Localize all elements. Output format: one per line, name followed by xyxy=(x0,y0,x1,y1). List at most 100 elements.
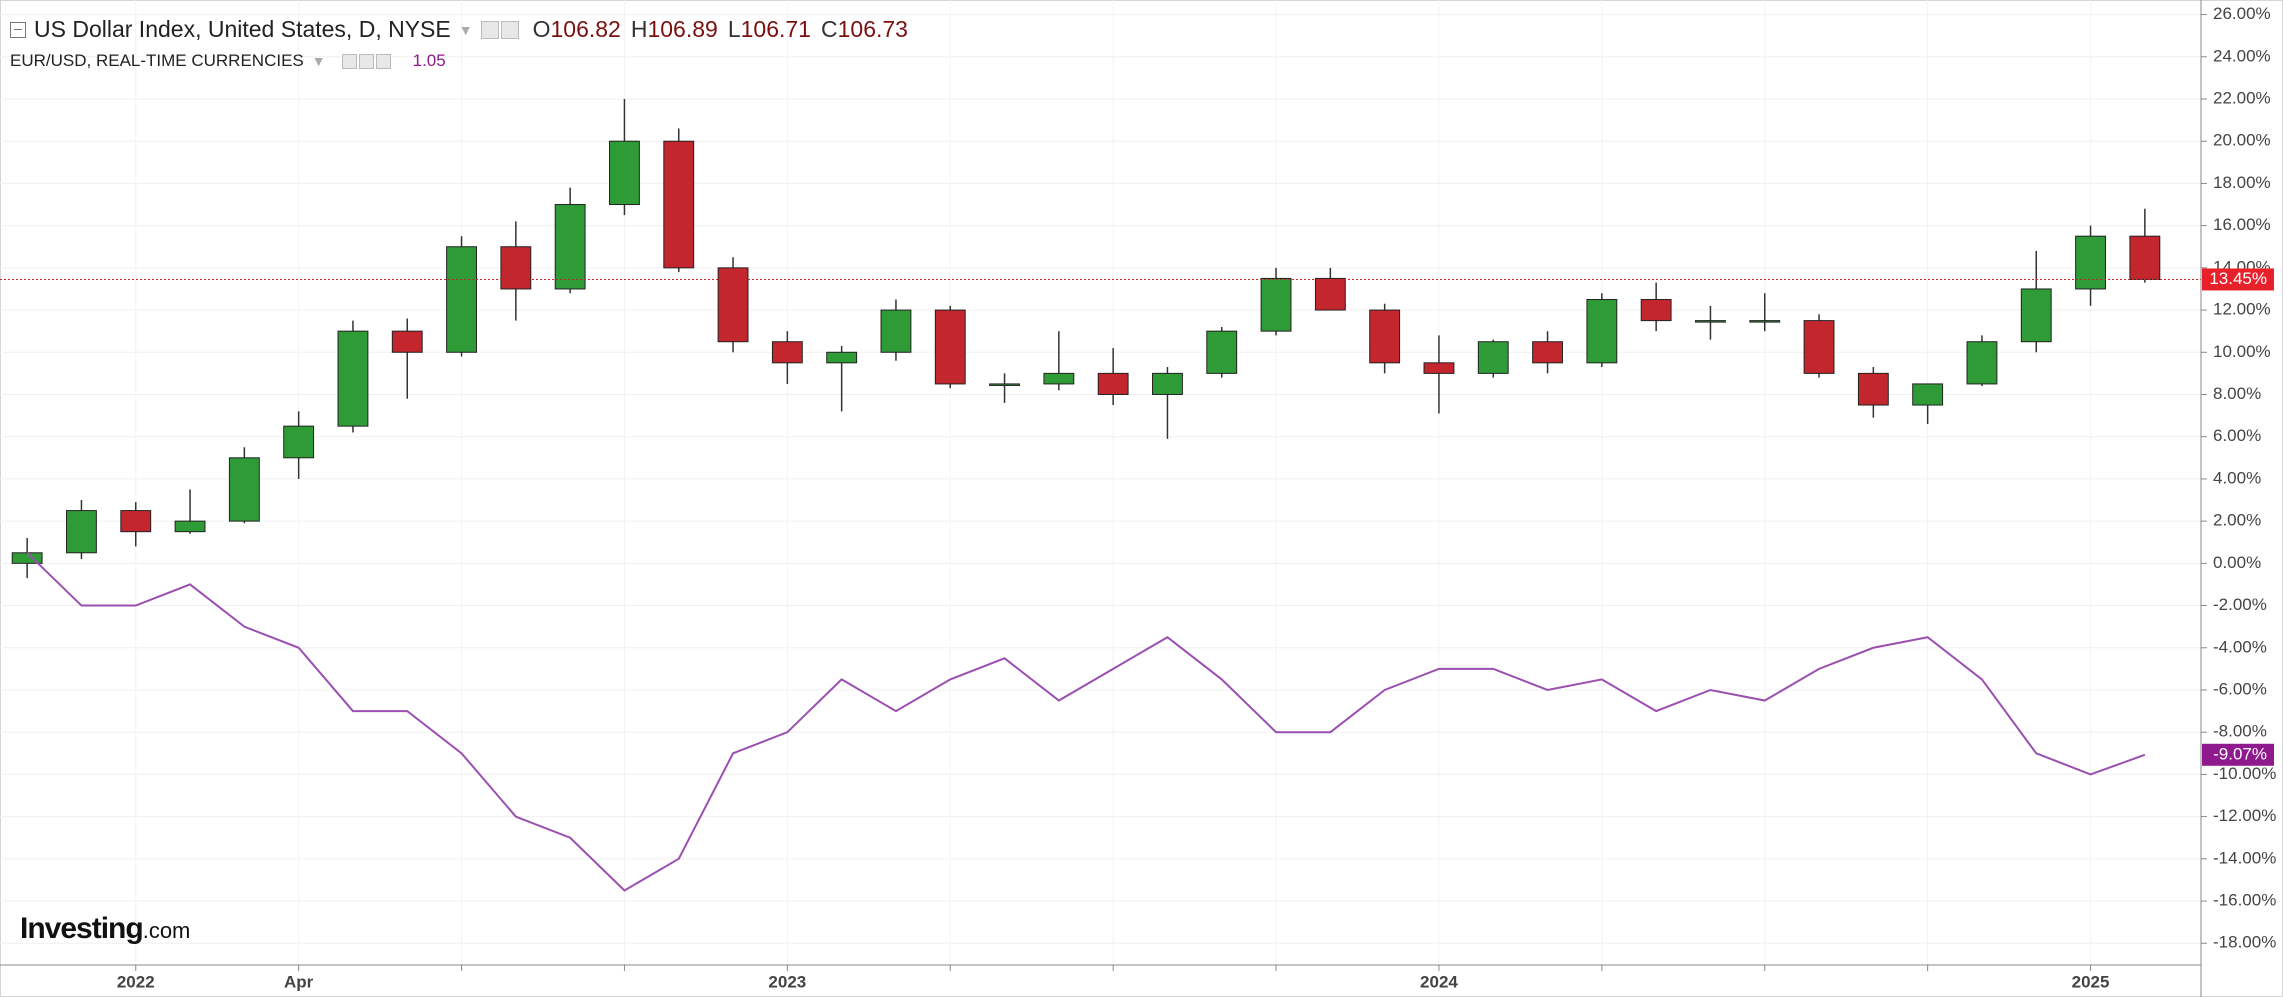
y-tick-label: 6.00% xyxy=(2213,426,2261,445)
candle-body xyxy=(1314,277,1346,311)
y-tick-label: -14.00% xyxy=(2213,848,2276,867)
close-icon[interactable] xyxy=(375,53,391,69)
settings-icon[interactable] xyxy=(500,20,519,39)
ohlc-item: H106.89 xyxy=(631,16,718,43)
y-tick-label: -10.00% xyxy=(2213,764,2276,783)
plot xyxy=(0,98,2201,892)
caret[interactable]: ▼ xyxy=(458,21,473,38)
candle-body xyxy=(609,140,640,206)
candle-body xyxy=(1857,372,1889,406)
price: 1.05 xyxy=(412,51,446,70)
candle-body xyxy=(174,520,206,533)
candle-body xyxy=(337,330,369,427)
y-tick-label: -16.00% xyxy=(2213,891,2276,910)
candle-body xyxy=(826,351,858,364)
y-tick-label: -8.00% xyxy=(2213,722,2267,741)
last-price-box xyxy=(2202,268,2274,291)
candle-body xyxy=(1695,320,1726,323)
y-tick-label: -12.00% xyxy=(2213,806,2276,825)
x-tick-label: 2025 xyxy=(2072,972,2110,991)
y-tick-label: -6.00% xyxy=(2213,679,2267,698)
candle-body xyxy=(1749,320,1781,323)
series-name: EUR/USD, REAL-TIME CURRENCIES xyxy=(10,51,304,70)
candle-body xyxy=(1152,372,1183,395)
ohlc-letter: O xyxy=(532,16,551,42)
candle-body xyxy=(446,246,477,353)
y-tick-label: 20.00% xyxy=(2213,131,2271,150)
candle-body xyxy=(1097,372,1129,395)
compare-last-label: -9.07% xyxy=(2213,744,2267,763)
candle-body xyxy=(717,267,749,343)
x-tick-label: 2023 xyxy=(768,972,806,991)
candle-body xyxy=(2020,288,2052,343)
candle-body xyxy=(771,341,803,364)
y-tick-label: -2.00% xyxy=(2213,595,2267,614)
candle-body xyxy=(1912,383,1944,406)
ohlc-value: 106.71 xyxy=(740,16,811,42)
watermark: Investing.com xyxy=(20,912,190,946)
caret[interactable]: ▼ xyxy=(311,53,326,69)
watermark-brand: Investing xyxy=(20,912,144,945)
candle-body xyxy=(663,140,695,269)
eye-icon[interactable] xyxy=(480,20,499,39)
x-tick-label: 2022 xyxy=(117,972,155,991)
candle-body xyxy=(1369,309,1401,364)
candle-body xyxy=(228,457,260,522)
watermark-suffix: .com xyxy=(142,918,191,943)
candle-body xyxy=(880,309,912,353)
y-tick-label: 24.00% xyxy=(2213,46,2271,65)
ohlc: O106.82 H106.89 L106.71 C106.73 xyxy=(533,16,908,43)
grid xyxy=(0,0,2201,965)
compare-last-box xyxy=(2202,743,2274,766)
candle-body xyxy=(1206,330,1238,374)
eye-icon[interactable] xyxy=(341,53,357,69)
y-tick-label: 18.00% xyxy=(2213,173,2271,192)
ohlc-letter: C xyxy=(820,16,838,42)
y-tick-label: 12.00% xyxy=(2213,300,2271,319)
ohlc-letter: H xyxy=(630,16,648,42)
settings-icon[interactable] xyxy=(358,53,374,69)
candle-body xyxy=(1477,341,1509,374)
ohlc-value: 106.82 xyxy=(550,16,621,42)
main-legend: US Dollar Index, United States, D, NYSE … xyxy=(10,16,908,43)
candle-body xyxy=(283,425,315,459)
candle-body xyxy=(2129,235,2161,280)
y-tick-label: 26.00% xyxy=(2213,4,2271,23)
y-tick-label: 22.00% xyxy=(2213,88,2271,107)
x-tick-label: 2024 xyxy=(1420,972,1458,991)
series-name: US Dollar Index, United States, D, NYSE xyxy=(34,16,451,42)
candle-body xyxy=(2075,235,2106,290)
candle-body xyxy=(1532,341,1563,364)
candle-body xyxy=(1423,362,1455,374)
y-tick-label: 16.00% xyxy=(2213,215,2271,234)
candle-body xyxy=(934,309,966,385)
compare-legend: EUR/USD, REAL-TIME CURRENCIES ▼ 1.05 xyxy=(10,51,446,71)
candle-body xyxy=(1586,299,1618,364)
y-tick-label: -18.00% xyxy=(2213,933,2276,952)
candle-body xyxy=(120,510,152,533)
y-tick-label: 0.00% xyxy=(2213,553,2261,572)
ohlc-item: C106.73 xyxy=(821,16,908,43)
y-tick-label: 8.00% xyxy=(2213,384,2261,403)
candle-body xyxy=(1966,341,1998,385)
x-tick-label: Apr xyxy=(284,972,314,991)
y-tick-label: 4.00% xyxy=(2213,468,2261,487)
y-tick-label: -4.00% xyxy=(2213,637,2267,656)
candle-body xyxy=(1640,299,1672,322)
ohlc-value: 106.73 xyxy=(837,16,908,42)
candle-body xyxy=(1260,277,1292,332)
candle-body xyxy=(66,510,97,554)
y-tick-label: 10.00% xyxy=(2213,342,2271,361)
collapse-icon[interactable] xyxy=(10,21,26,38)
ohlc-item: L106.71 xyxy=(728,16,811,43)
candle-body xyxy=(391,330,423,353)
candle-body xyxy=(1043,372,1075,385)
y-tick-label: 2.00% xyxy=(2213,511,2261,530)
compare-line xyxy=(26,552,2146,892)
ohlc-value: 106.89 xyxy=(647,16,718,42)
candle-body xyxy=(989,383,1020,386)
candle-body xyxy=(500,246,532,290)
